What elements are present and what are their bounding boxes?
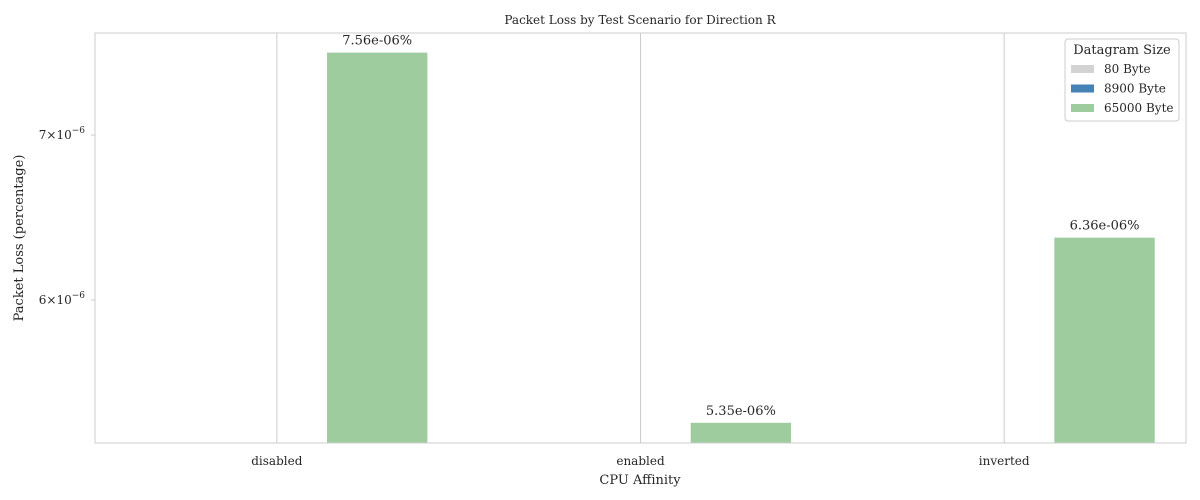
chart-title: Packet Loss by Test Scenario for Directi… [504, 13, 776, 27]
x-axis-label: CPU Affinity [599, 473, 681, 488]
legend-items: 80 Byte 8900 Byte 65000 Byte [1071, 62, 1174, 115]
y-tick-label: 6×10−6 [39, 291, 86, 307]
x-tick-labels: disabled enabled inverted [251, 454, 1030, 468]
legend-label-80-byte: 80 Byte [1104, 62, 1151, 76]
grid-lines [276, 33, 1005, 443]
y-tick-label: 7×10−6 [39, 126, 86, 142]
legend-swatch-65000-byte [1071, 104, 1094, 112]
plot-frame [94, 32, 1187, 444]
bars [327, 52, 1155, 444]
bar-value-label-enabled: 5.35e-06% [706, 404, 776, 419]
bar-value-label-inverted: 6.36e-06% [1070, 219, 1140, 234]
bar-value-labels: 7.56e-06% 5.35e-06% 6.36e-06% [342, 34, 1139, 419]
legend-label-8900-byte: 8900 Byte [1104, 82, 1166, 96]
bar-value-label-disabled: 7.56e-06% [342, 34, 412, 49]
legend-box [1064, 38, 1180, 122]
bar-disabled-65000-byte [327, 52, 428, 444]
x-tick-label-disabled: disabled [251, 454, 302, 468]
y-axis-label: Packet Loss (percentage) [12, 155, 27, 322]
legend-title: Datagram Size [1073, 43, 1171, 58]
legend-swatch-80-byte [1071, 65, 1094, 73]
legend: Datagram Size 80 Byte 8900 Byte 65000 Byte [1064, 38, 1180, 122]
bar-enabled-65000-byte [690, 422, 792, 443]
x-tick-label-enabled: enabled [616, 454, 665, 468]
legend-swatch-8900-byte [1071, 84, 1094, 93]
legend-label-65000-byte: 65000 Byte [1104, 101, 1174, 115]
x-tick-label-inverted: inverted [979, 454, 1030, 468]
bar-inverted-65000-byte [1054, 237, 1155, 443]
y-tick-labels: 6×10−6 7×10−6 [39, 126, 95, 307]
